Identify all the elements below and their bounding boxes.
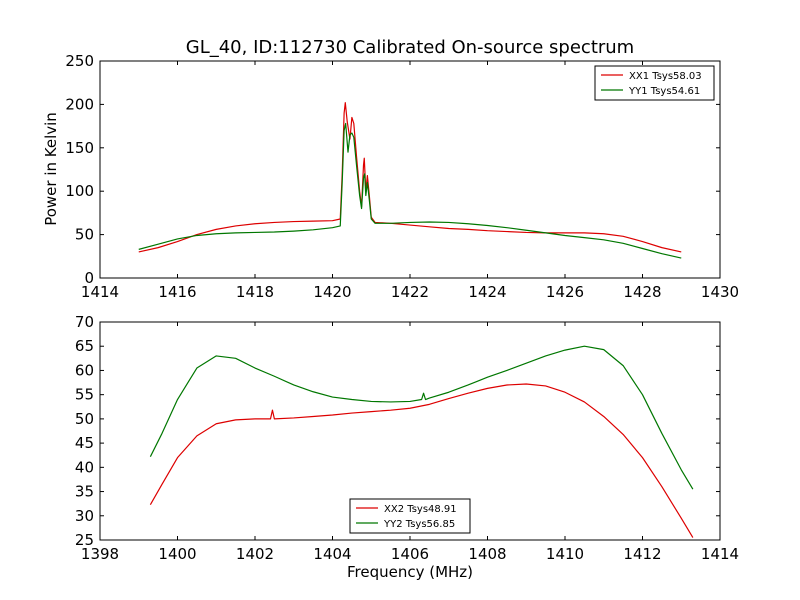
x-tick-label: 1404 <box>313 545 351 563</box>
x-tick-label: 1406 <box>391 545 429 563</box>
x-tick-label: 1424 <box>468 283 506 301</box>
x-tick-label: 1400 <box>158 545 196 563</box>
bottom-plot: Frequency (MHz) 1398 1400 1402 1404 1406 1408… <box>75 313 739 581</box>
x-tick-label: 1414 <box>701 545 739 563</box>
x-tick-label: 1408 <box>468 545 506 563</box>
series-line-2 <box>149 345 694 490</box>
series-line-1 <box>138 102 682 253</box>
x-tick-label: 1422 <box>391 283 429 301</box>
x-tick-label: 1410 <box>546 545 584 563</box>
y-tick-label: 70 <box>75 313 94 331</box>
x-tick-label: 1412 <box>623 545 661 563</box>
y-tick-label: 150 <box>65 139 94 157</box>
x-tick-label: 1428 <box>623 283 661 301</box>
legend-label: YY1 Tsys54.61 <box>628 86 700 97</box>
y-tick-label: 35 <box>75 483 94 501</box>
x-tick-label: 1430 <box>701 283 739 301</box>
series-line-2 <box>138 122 682 259</box>
y-tick-label: 40 <box>75 458 94 476</box>
series-line-1 <box>149 383 694 538</box>
y-tick-label: 0 <box>84 269 94 287</box>
y-tick-label: 100 <box>65 182 94 200</box>
y-tick-label: 200 <box>65 95 94 113</box>
legend: XX2 Tsys48.91 YY2 Tsys56.85 <box>349 498 471 534</box>
y-tick-label: 45 <box>75 434 94 452</box>
x-tick-label: 1416 <box>158 283 196 301</box>
chart-title: GL_40, ID:112730 Calibrated On-source sp… <box>186 37 634 58</box>
x-tick-label: 1398 <box>81 545 119 563</box>
y-tick-label: 25 <box>75 531 94 549</box>
y-tick-label: 55 <box>75 386 94 404</box>
legend-label: XX1 Tsys58.03 <box>629 71 702 82</box>
x-tick-label: 1402 <box>236 545 274 563</box>
x-tick-label: 1418 <box>236 283 274 301</box>
y-tick-label: 60 <box>75 361 94 379</box>
x-axis-label: Frequency (MHz) <box>347 563 473 581</box>
y-tick-label: 65 <box>75 337 94 355</box>
legend: XX1 Tsys58.03 YY1 Tsys54.61 <box>594 65 715 101</box>
legend-box <box>594 65 715 101</box>
y-axis-label: Power in Kelvin <box>42 112 60 226</box>
x-tick-label: 1414 <box>81 283 119 301</box>
y-tick-label: 250 <box>65 52 94 70</box>
y-tick-label: 50 <box>75 226 94 244</box>
y-tick-label: 50 <box>75 410 94 428</box>
legend-box <box>349 498 471 534</box>
y-tick-label: 30 <box>75 507 94 525</box>
legend-label: YY2 Tsys56.85 <box>383 519 455 530</box>
x-tick-label: 1426 <box>546 283 584 301</box>
top-plot: Power in Kelvin 1414 1416 1418 1420 1422 1424… <box>42 52 739 301</box>
legend-label: XX2 Tsys48.91 <box>384 504 457 515</box>
x-tick-label: 1420 <box>313 283 351 301</box>
